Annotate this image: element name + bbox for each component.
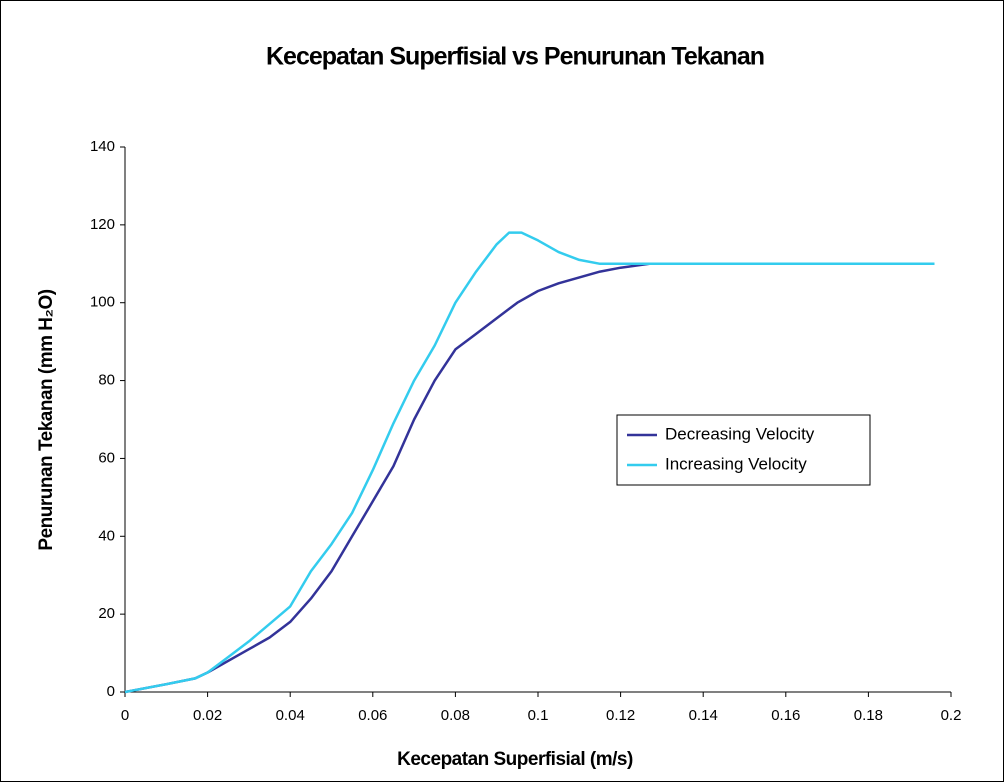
x-tick-label: 0.14 xyxy=(689,707,718,724)
y-tick-label: 100 xyxy=(90,294,115,311)
x-tick-label: 0.02 xyxy=(193,707,222,724)
x-tick-label: 0.08 xyxy=(441,707,470,724)
y-axis-title: Penurunan Tekanan (mm H₂O) xyxy=(36,289,57,550)
y-tick-label: 80 xyxy=(98,372,115,389)
y-tick-label: 0 xyxy=(107,683,115,700)
legend-label: Decreasing Velocity xyxy=(665,424,815,443)
x-tick-label: 0.12 xyxy=(606,707,635,724)
x-tick-label: 0 xyxy=(121,707,129,724)
x-tick-label: 0.04 xyxy=(276,707,305,724)
y-tick-label: 20 xyxy=(98,605,115,622)
chart-title: Kecepatan Superfisial vs Penurunan Tekan… xyxy=(266,43,764,71)
x-tick-label: 0.1 xyxy=(528,707,549,724)
x-tick-label: 0.18 xyxy=(854,707,883,724)
legend-label: Increasing Velocity xyxy=(665,454,807,473)
x-tick-label: 0.16 xyxy=(771,707,800,724)
y-tick-label: 60 xyxy=(98,449,115,466)
chart: Kecepatan Superfisial vs Penurunan Tekan… xyxy=(0,0,1005,783)
chart-border xyxy=(1,1,1004,782)
x-tick-label: 0.2 xyxy=(941,707,962,724)
x-tick-label: 0.06 xyxy=(358,707,387,724)
x-axis-title: Kecepatan Superfisial (m/s) xyxy=(397,749,633,770)
y-tick-label: 40 xyxy=(98,527,115,544)
y-tick-label: 140 xyxy=(90,138,115,155)
y-tick-label: 120 xyxy=(90,216,115,233)
